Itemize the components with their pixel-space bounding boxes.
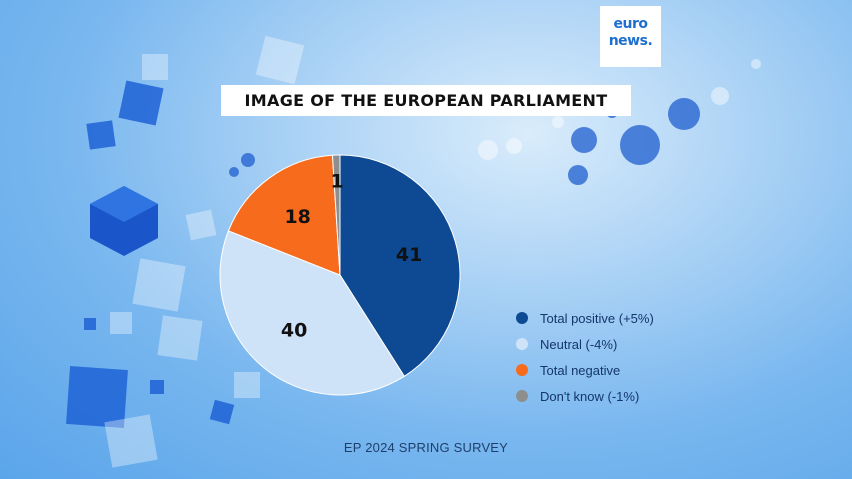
pie-slice-2	[227, 154, 341, 276]
pie-label-0: 41	[396, 244, 422, 266]
pie-slice-1	[219, 230, 405, 396]
legend-item-1: Neutral (-4%)	[516, 331, 654, 357]
chart-legend: Total positive (+5%) Neutral (-4%) Total n…	[516, 305, 654, 409]
logo-line-2: news.	[608, 33, 653, 49]
legend-item-0: Total positive (+5%)	[516, 305, 654, 331]
legend-swatch-0	[516, 312, 528, 324]
pie-chart: 41 40 18 1	[219, 154, 461, 396]
euronews-logo: euro news.	[600, 6, 661, 67]
pie-slice-3	[331, 154, 341, 276]
legend-swatch-3	[516, 390, 528, 402]
logo-line-1: euro	[613, 16, 648, 32]
legend-label-1: Neutral (-4%)	[540, 336, 618, 352]
pie-label-3: 1	[330, 170, 343, 192]
pie-label-1: 40	[281, 319, 307, 341]
legend-label-2: Total negative	[540, 362, 621, 378]
pie-label-2: 18	[284, 206, 310, 228]
legend-swatch-2	[516, 364, 528, 376]
chart-title: IMAGE OF THE EUROPEAN PARLIAMENT	[244, 91, 608, 110]
pie-slice-0	[339, 154, 461, 378]
survey-footer: EP 2024 SPRING SURVEY	[343, 440, 509, 455]
legend-item-2: Total negative	[516, 357, 654, 383]
legend-label-0: Total positive (+5%)	[540, 310, 654, 326]
chart-title-box: IMAGE OF THE EUROPEAN PARLIAMENT	[221, 85, 631, 116]
legend-label-3: Don't know (-1%)	[540, 388, 640, 404]
legend-swatch-1	[516, 338, 528, 350]
legend-item-3: Don't know (-1%)	[516, 383, 654, 409]
